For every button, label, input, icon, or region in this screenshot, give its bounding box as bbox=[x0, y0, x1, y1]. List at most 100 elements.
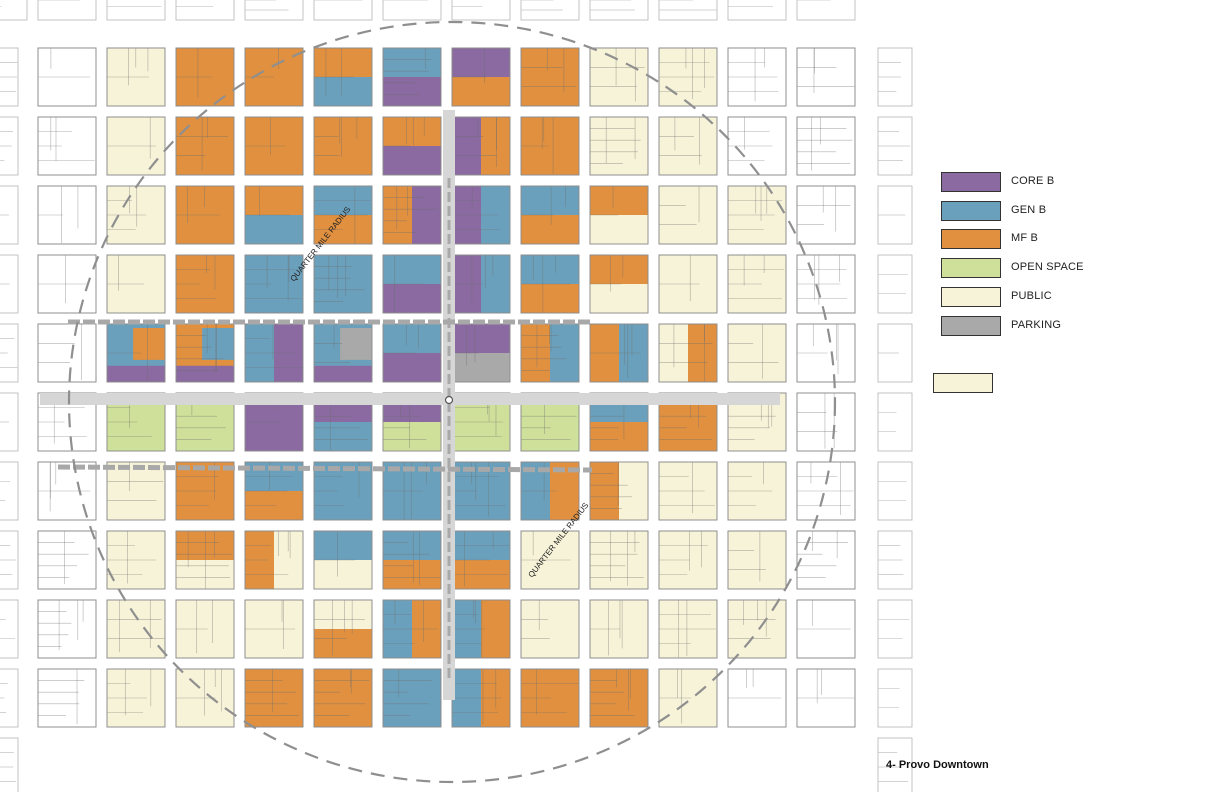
block bbox=[451, 116, 511, 176]
block-outline bbox=[658, 254, 718, 314]
block bbox=[106, 116, 166, 176]
block-sub bbox=[176, 560, 234, 589]
block bbox=[175, 530, 235, 590]
block-fill bbox=[175, 116, 235, 176]
legend-item-public: PUBLIC bbox=[941, 286, 1141, 307]
block bbox=[175, 668, 235, 728]
legend-label: GEN B bbox=[1011, 203, 1047, 216]
block bbox=[658, 461, 718, 521]
block bbox=[382, 461, 442, 521]
block-fill bbox=[37, 599, 97, 659]
block-outline bbox=[727, 47, 787, 107]
block bbox=[175, 47, 235, 107]
block bbox=[382, 530, 442, 590]
block-fill bbox=[589, 668, 649, 728]
block-sub bbox=[274, 531, 303, 589]
block-outline bbox=[658, 185, 718, 245]
legend-label: MF B bbox=[1011, 232, 1039, 245]
block bbox=[658, 185, 718, 245]
block-fill bbox=[106, 461, 166, 521]
block-sub bbox=[688, 324, 717, 382]
block bbox=[313, 116, 373, 176]
block-outline bbox=[796, 668, 856, 728]
block-outline bbox=[658, 323, 718, 383]
block-fill bbox=[727, 599, 787, 659]
block-outline bbox=[589, 599, 649, 659]
block bbox=[658, 668, 718, 728]
block bbox=[106, 668, 166, 728]
block-fill bbox=[658, 116, 718, 176]
block-layer bbox=[37, 47, 856, 728]
block-fill bbox=[520, 47, 580, 107]
block-outline bbox=[313, 461, 373, 521]
block-outline bbox=[589, 116, 649, 176]
block bbox=[106, 530, 166, 590]
legend-swatch bbox=[941, 315, 1001, 336]
block-outline bbox=[244, 599, 304, 659]
legend-swatch bbox=[941, 229, 1001, 250]
block bbox=[382, 668, 442, 728]
block-outline bbox=[589, 668, 649, 728]
block bbox=[727, 668, 787, 728]
block-outline bbox=[106, 116, 166, 176]
block bbox=[244, 116, 304, 176]
legend-label: CORE B bbox=[1011, 175, 1055, 187]
parcel bbox=[0, 737, 19, 792]
block-outline bbox=[244, 668, 304, 728]
block bbox=[37, 47, 97, 107]
block-outline bbox=[796, 530, 856, 590]
block-sub bbox=[619, 462, 648, 520]
block-fill bbox=[382, 668, 442, 728]
block-outline bbox=[313, 530, 373, 590]
block bbox=[244, 254, 304, 314]
block-outline bbox=[313, 599, 373, 659]
block-fill bbox=[244, 668, 304, 728]
block-outline bbox=[382, 254, 442, 314]
block-fill bbox=[589, 47, 649, 107]
block-outline bbox=[796, 392, 856, 452]
block bbox=[106, 185, 166, 245]
block bbox=[796, 47, 856, 107]
block bbox=[382, 323, 442, 383]
block bbox=[658, 530, 718, 590]
block-outline bbox=[727, 530, 787, 590]
block bbox=[520, 116, 580, 176]
block-sub bbox=[481, 117, 510, 175]
block-outline bbox=[244, 254, 304, 314]
legend-swatch bbox=[941, 200, 1001, 221]
block-outline bbox=[796, 116, 856, 176]
block-outline bbox=[727, 323, 787, 383]
block bbox=[37, 599, 97, 659]
block bbox=[520, 599, 580, 659]
block-fill bbox=[106, 599, 166, 659]
block-outline bbox=[796, 185, 856, 245]
block-outline bbox=[106, 47, 166, 107]
block bbox=[520, 254, 580, 314]
block bbox=[796, 185, 856, 245]
block-fill bbox=[37, 668, 97, 728]
block-fill bbox=[37, 323, 97, 383]
block bbox=[658, 116, 718, 176]
block-outline bbox=[589, 254, 649, 314]
block-sub bbox=[383, 284, 441, 313]
block bbox=[727, 185, 787, 245]
block-outline bbox=[520, 599, 580, 659]
block-fill bbox=[37, 530, 97, 590]
map-title: 4- Provo Downtown bbox=[886, 759, 989, 771]
block-outline bbox=[520, 254, 580, 314]
block-outline bbox=[382, 185, 442, 245]
block bbox=[175, 599, 235, 659]
block bbox=[37, 116, 97, 176]
block-outline bbox=[589, 461, 649, 521]
block bbox=[727, 530, 787, 590]
block-sub bbox=[452, 77, 510, 106]
parcel bbox=[382, 0, 442, 21]
parcel bbox=[37, 0, 97, 21]
block-sub bbox=[383, 77, 441, 106]
block bbox=[37, 185, 97, 245]
legend-label: PARKING bbox=[1011, 318, 1062, 331]
block bbox=[796, 254, 856, 314]
block bbox=[313, 530, 373, 590]
block-fill bbox=[313, 116, 373, 176]
legend-swatch bbox=[941, 172, 1001, 192]
